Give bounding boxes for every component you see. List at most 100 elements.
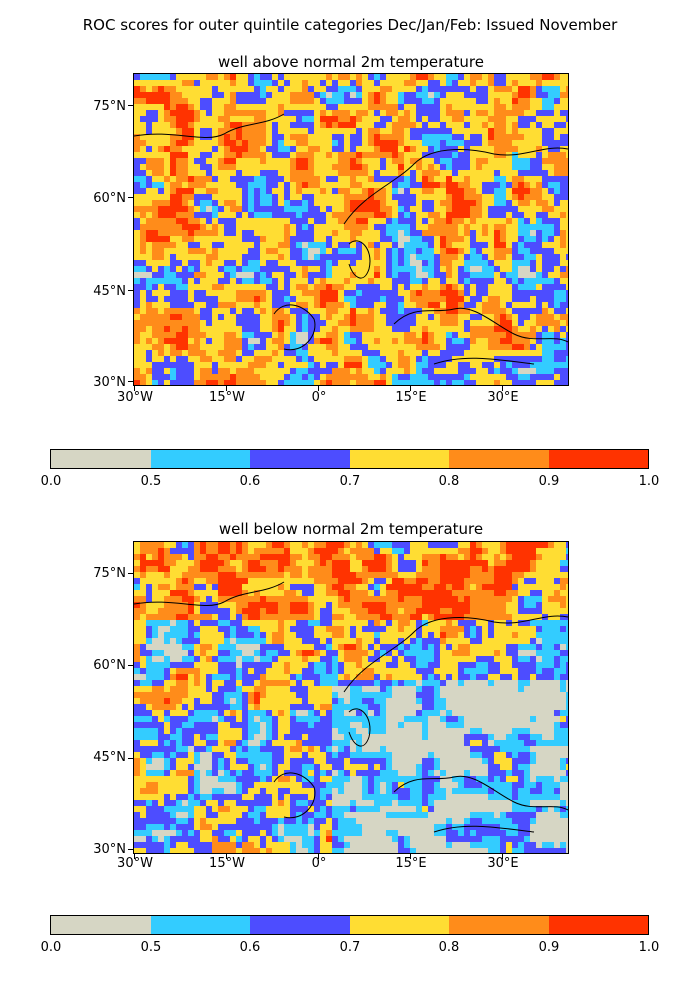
field-cell xyxy=(326,194,333,201)
field-cell xyxy=(302,266,309,273)
field-cell xyxy=(140,326,147,333)
field-cell xyxy=(284,110,291,117)
field-cell xyxy=(488,86,495,93)
field-cell xyxy=(332,260,339,267)
field-cell xyxy=(512,344,519,351)
field-cell xyxy=(254,548,261,555)
field-cell xyxy=(446,320,453,327)
field-cell xyxy=(560,296,567,303)
field-cell xyxy=(146,596,153,603)
field-cell xyxy=(230,314,237,321)
field-cell xyxy=(182,134,189,141)
field-cell xyxy=(212,266,219,273)
field-cell xyxy=(164,290,171,297)
field-cell xyxy=(308,260,315,267)
field-cell xyxy=(230,554,237,561)
field-cell xyxy=(224,554,231,561)
field-cell xyxy=(512,116,519,123)
field-cell xyxy=(230,626,237,633)
field-cell xyxy=(434,284,441,291)
field-cell xyxy=(482,236,489,243)
field-cell xyxy=(560,242,567,249)
field-cell xyxy=(212,104,219,111)
field-cell xyxy=(410,128,417,135)
field-cell xyxy=(380,182,387,189)
field-cell xyxy=(206,584,213,591)
field-cell xyxy=(548,80,555,87)
field-cell xyxy=(464,290,471,297)
field-cell xyxy=(278,176,285,183)
field-cell xyxy=(320,320,327,327)
field-cell xyxy=(434,194,441,201)
field-cell xyxy=(368,608,375,615)
field-cell xyxy=(272,164,279,171)
field-cell xyxy=(278,128,285,135)
field-cell xyxy=(368,632,375,639)
field-cell xyxy=(152,332,159,339)
field-cell xyxy=(458,272,465,279)
field-cell xyxy=(410,152,417,159)
field-cell xyxy=(338,566,345,573)
field-cell xyxy=(518,560,525,567)
field-cell xyxy=(410,182,417,189)
field-cell xyxy=(536,110,543,117)
field-cell xyxy=(512,236,519,243)
field-cell xyxy=(302,128,309,135)
field-cell xyxy=(158,560,165,567)
field-cell xyxy=(506,554,513,561)
field-cell xyxy=(170,572,177,579)
field-cell xyxy=(404,200,411,207)
field-cell xyxy=(296,278,303,285)
field-cell xyxy=(410,614,417,621)
field-cell xyxy=(158,632,165,639)
field-cell xyxy=(416,356,423,363)
field-cell xyxy=(176,188,183,195)
field-cell xyxy=(530,134,537,141)
field-cell xyxy=(152,590,159,597)
field-cell xyxy=(242,110,249,117)
field-cell xyxy=(146,176,153,183)
field-cell xyxy=(152,242,159,249)
field-cell xyxy=(536,554,543,561)
field-cell xyxy=(152,236,159,243)
field-cell xyxy=(188,140,195,147)
field-cell xyxy=(404,602,411,609)
field-cell xyxy=(230,542,237,549)
field-cell xyxy=(404,308,411,315)
field-cell xyxy=(278,134,285,141)
field-cell xyxy=(332,344,339,351)
field-cell xyxy=(308,296,315,303)
field-cell xyxy=(362,200,369,207)
field-cell xyxy=(182,230,189,237)
field-cell xyxy=(350,560,357,567)
field-cell xyxy=(530,554,537,561)
field-cell xyxy=(386,176,393,183)
field-cell xyxy=(176,338,183,345)
field-cell xyxy=(146,338,153,345)
field-cell xyxy=(446,266,453,273)
field-cell xyxy=(434,302,441,309)
field-cell xyxy=(470,320,477,327)
field-cell xyxy=(524,302,531,309)
field-cell xyxy=(266,236,273,243)
field-cell xyxy=(518,548,525,555)
field-cell xyxy=(452,266,459,273)
field-cell xyxy=(320,74,327,81)
field-cell xyxy=(398,266,405,273)
field-cell xyxy=(422,296,429,303)
field-cell xyxy=(266,374,273,381)
field-cell xyxy=(464,548,471,555)
field-cell xyxy=(158,170,165,177)
field-cell xyxy=(536,332,543,339)
field-cell xyxy=(374,122,381,129)
field-cell xyxy=(512,284,519,291)
field-cell xyxy=(146,224,153,231)
field-cell xyxy=(314,302,321,309)
field-cell xyxy=(404,332,411,339)
field-cell xyxy=(530,296,537,303)
field-cell xyxy=(164,344,171,351)
field-cell xyxy=(434,254,441,261)
field-cell xyxy=(290,134,297,141)
field-cell xyxy=(266,344,273,351)
field-cell xyxy=(434,632,441,639)
